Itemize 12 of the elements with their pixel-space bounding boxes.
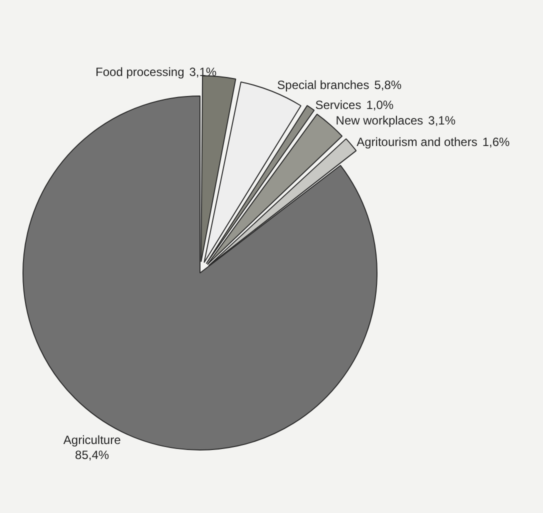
- data-label: 1,6%: [482, 134, 510, 149]
- slice-label: Services: [315, 98, 362, 112]
- slice-label: Food processing: [96, 64, 184, 79]
- slice-label: Agritourism and others: [356, 134, 478, 149]
- slice-label: Special branches: [277, 78, 370, 92]
- data-label: 5,8%: [374, 78, 402, 92]
- data-label: 3,1%: [189, 64, 217, 79]
- data-label: 85,4%: [75, 448, 110, 462]
- data-label: 1,0%: [366, 98, 394, 112]
- slice-label: New workplaces: [336, 114, 424, 128]
- slice-label: Agriculture: [63, 432, 122, 447]
- data-label: 3,1%: [428, 114, 456, 128]
